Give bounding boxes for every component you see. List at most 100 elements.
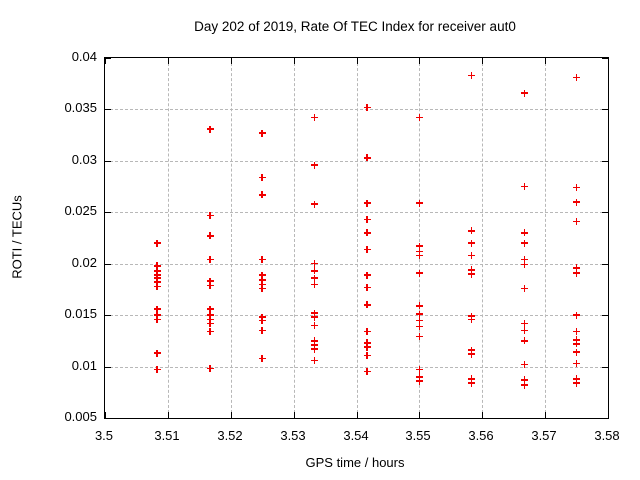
data-point-marker — [468, 379, 476, 387]
data-point-marker — [415, 199, 423, 207]
data-point-marker — [258, 354, 266, 362]
x-tick-mark-top — [231, 58, 232, 64]
data-point-marker — [153, 262, 161, 270]
data-point-marker — [258, 173, 266, 181]
data-point-marker — [206, 232, 214, 240]
x-tick-label: 3.56 — [468, 428, 494, 443]
plot-area — [104, 57, 609, 419]
y-tick-label: 0.005 — [64, 409, 97, 424]
data-point-marker — [310, 114, 318, 122]
data-point-marker — [468, 350, 476, 358]
data-point-marker — [206, 365, 214, 373]
v-gridline — [545, 58, 546, 418]
x-tick-mark-top — [482, 58, 483, 64]
x-axis-label: GPS time / hours — [305, 455, 405, 470]
data-point-marker — [258, 276, 266, 284]
data-point-marker — [153, 278, 161, 286]
data-point-marker — [468, 72, 476, 79]
data-point-marker — [520, 229, 528, 237]
x-tick-mark-bottom — [608, 412, 609, 418]
x-tick-mark-top — [105, 58, 106, 64]
data-point-marker — [520, 89, 528, 97]
data-point-marker — [363, 301, 371, 309]
data-point-marker — [206, 315, 214, 323]
x-tick-label: 3.54 — [343, 428, 369, 443]
data-point-marker — [258, 327, 266, 335]
h-gridline — [105, 109, 608, 110]
h-gridline — [105, 367, 608, 368]
x-tick-label: 3.55 — [405, 428, 431, 443]
x-tick-label: 3.53 — [280, 428, 306, 443]
data-point-marker — [153, 282, 161, 290]
data-point-marker — [258, 191, 266, 199]
data-point-marker — [153, 311, 161, 319]
v-gridline — [419, 58, 420, 418]
x-tick-label: 3.52 — [217, 428, 243, 443]
data-point-marker — [468, 375, 476, 383]
data-point-marker — [310, 337, 318, 345]
h-gridline — [105, 264, 608, 265]
data-point-marker — [520, 381, 528, 389]
data-point-marker — [573, 269, 581, 277]
data-point-marker — [573, 336, 581, 344]
data-point-marker — [415, 316, 423, 324]
y-axis-label: ROTI / TECUs — [9, 195, 25, 279]
data-point-marker — [415, 242, 423, 250]
data-point-marker — [310, 280, 318, 288]
x-tick-label: 3.5 — [94, 428, 114, 443]
data-point-marker — [153, 267, 161, 275]
data-point-marker — [363, 283, 371, 291]
data-point-marker — [310, 321, 318, 329]
data-point-marker — [520, 319, 528, 327]
data-point-marker — [415, 323, 423, 330]
data-point-marker — [415, 114, 423, 122]
data-point-marker — [310, 356, 318, 364]
data-point-marker — [153, 349, 161, 357]
data-point-marker — [310, 345, 318, 353]
v-gridline — [168, 58, 169, 418]
data-point-marker — [258, 280, 266, 288]
data-point-marker — [415, 269, 423, 277]
y-tick-label: 0.02 — [71, 255, 97, 270]
data-point-marker — [573, 198, 581, 206]
y-tick-label: 0.035 — [64, 100, 97, 115]
data-point-marker — [415, 252, 423, 259]
data-point-marker — [258, 129, 266, 137]
y-tick-mark-right — [602, 367, 608, 368]
y-tick-mark-right — [602, 264, 608, 265]
x-tick-mark-bottom — [419, 412, 420, 418]
data-point-marker — [153, 239, 161, 247]
data-point-marker — [363, 343, 371, 351]
data-point-marker — [153, 315, 161, 323]
data-point-marker — [206, 328, 214, 336]
data-point-marker — [520, 183, 528, 191]
v-gridline — [357, 58, 358, 418]
y-tick-mark-left — [105, 161, 111, 162]
chart-title: Day 202 of 2019, Rate Of TEC Index for r… — [194, 19, 516, 34]
data-point-marker — [573, 360, 581, 367]
data-point-marker — [310, 267, 318, 275]
x-tick-mark-bottom — [294, 412, 295, 418]
data-point-marker — [415, 302, 423, 310]
data-point-marker — [520, 376, 528, 384]
data-point-marker — [206, 125, 214, 133]
data-point-marker — [206, 319, 214, 327]
data-point-marker — [573, 348, 581, 356]
x-tick-label: 3.51 — [154, 428, 180, 443]
data-point-marker — [310, 313, 318, 321]
data-point-marker — [468, 270, 476, 278]
data-point-marker — [363, 199, 371, 207]
data-point-marker — [573, 340, 581, 348]
data-point-marker — [468, 252, 476, 259]
data-point-marker — [520, 337, 528, 345]
data-point-marker — [153, 274, 161, 282]
data-point-marker — [520, 361, 528, 368]
x-tick-mark-top — [294, 58, 295, 64]
data-point-marker — [573, 311, 581, 319]
x-tick-mark-top — [168, 58, 169, 64]
data-point-marker — [415, 310, 423, 318]
y-tick-mark-left — [105, 109, 111, 110]
data-point-marker — [363, 245, 371, 253]
data-point-marker — [468, 227, 476, 235]
